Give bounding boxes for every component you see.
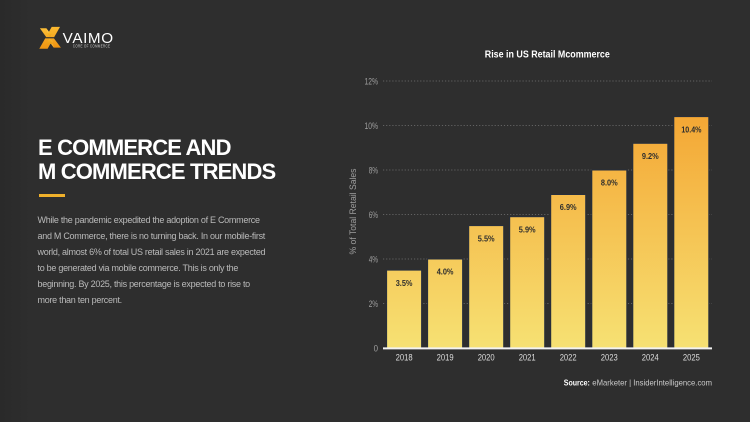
svg-text:4%: 4% — [369, 254, 379, 265]
svg-text:5.9%: 5.9% — [519, 224, 536, 234]
svg-text:Rise in US Retail Mcommerce: Rise in US Retail Mcommerce — [485, 49, 610, 61]
svg-text:VAIMO: VAIMO — [62, 30, 113, 47]
svg-text:2021: 2021 — [519, 353, 536, 363]
svg-text:6%: 6% — [369, 210, 379, 221]
svg-text:eMarketer | InsiderIntelligenc: eMarketer | InsiderIntelligence.com — [592, 378, 712, 388]
svg-text:9.2%: 9.2% — [642, 151, 659, 161]
svg-text:5.5%: 5.5% — [478, 233, 495, 243]
svg-text:6.9%: 6.9% — [560, 202, 577, 212]
svg-text:10%: 10% — [365, 121, 379, 132]
svg-text:4.0%: 4.0% — [437, 267, 454, 277]
svg-text:2023: 2023 — [601, 353, 618, 363]
svg-text:2020: 2020 — [478, 353, 495, 363]
svg-text:2%: 2% — [369, 299, 379, 310]
svg-text:12%: 12% — [365, 76, 379, 87]
svg-text:% of Total Retail Sales: % of Total Retail Sales — [348, 168, 358, 254]
svg-text:CORE OF COMMERCE: CORE OF COMMERCE — [72, 44, 109, 49]
svg-text:8%: 8% — [369, 165, 379, 176]
svg-text:2019: 2019 — [437, 353, 454, 363]
svg-text:3.5%: 3.5% — [396, 278, 413, 288]
svg-text:2024: 2024 — [642, 353, 659, 363]
svg-text:0: 0 — [374, 343, 378, 354]
svg-text:8.0%: 8.0% — [601, 178, 618, 188]
svg-text:2022: 2022 — [560, 353, 577, 363]
svg-text:Source:: Source: — [564, 378, 590, 388]
svg-text:10.4%: 10.4% — [681, 124, 701, 134]
svg-text:2025: 2025 — [683, 353, 700, 363]
svg-text:2018: 2018 — [396, 353, 413, 363]
